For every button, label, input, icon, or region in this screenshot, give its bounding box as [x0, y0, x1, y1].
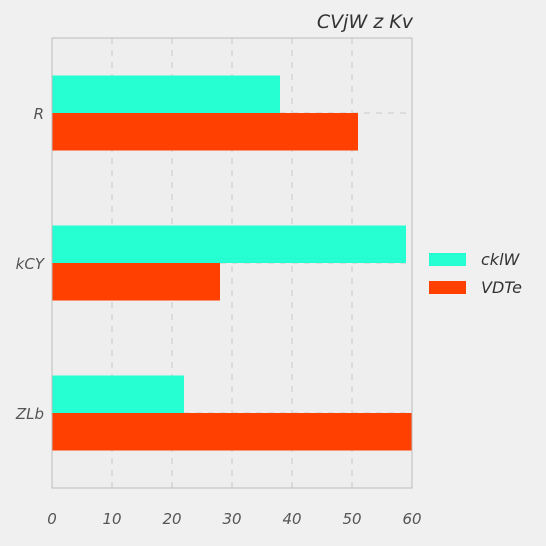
- bar-cklW-R[interactable]: [52, 75, 280, 114]
- plot-border: [51, 37, 413, 489]
- y-tick-label: R: [34, 105, 44, 123]
- x-tick-label: 0: [47, 510, 57, 528]
- y-tick-label: kCY: [16, 255, 46, 273]
- x-tick-label: 20: [162, 510, 181, 528]
- legend-swatch-cklW: [429, 253, 466, 266]
- legend-label-cklW: cklW: [481, 250, 521, 269]
- x-tick-label: 30: [222, 510, 241, 528]
- bar-VDTe-ZLb[interactable]: [52, 413, 412, 451]
- chart-title: CVjW z Kv: [317, 11, 414, 33]
- legend-swatch-VDTe: [429, 281, 466, 294]
- legend-label-VDTe: VDTe: [481, 278, 522, 297]
- y-tick-label: ZLb: [15, 405, 44, 423]
- x-tick-label: 40: [282, 510, 301, 528]
- x-tick-label: 10: [102, 510, 121, 528]
- bar-VDTe-kCY[interactable]: [52, 263, 220, 301]
- x-tick-label: 60: [402, 510, 421, 528]
- bar-cklW-kCY[interactable]: [52, 225, 406, 264]
- bar-cklW-ZLb[interactable]: [52, 375, 184, 414]
- bar-VDTe-R[interactable]: [52, 113, 358, 151]
- x-tick-label: 50: [342, 510, 361, 528]
